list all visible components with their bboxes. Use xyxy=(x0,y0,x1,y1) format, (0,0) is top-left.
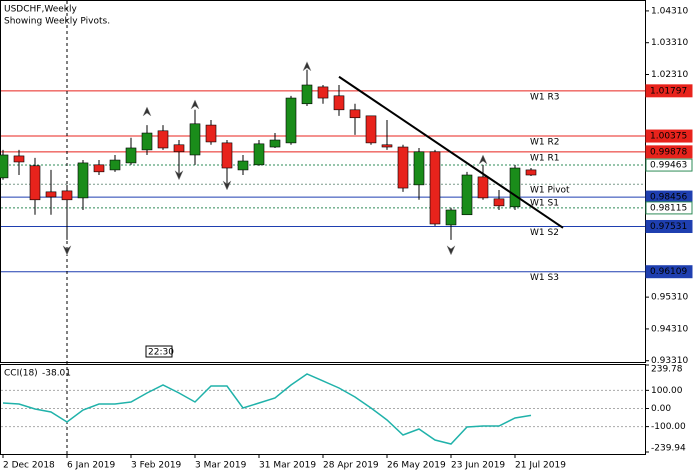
candle-body xyxy=(157,130,169,149)
main-panel xyxy=(0,0,646,363)
time-label: 22:30 xyxy=(148,348,174,358)
candle-body xyxy=(29,165,41,201)
indicator-current: -38.01 xyxy=(42,369,71,379)
candle-body xyxy=(397,146,409,189)
candle-body xyxy=(525,169,537,176)
candle-body xyxy=(109,159,121,171)
fractal-down xyxy=(446,245,456,256)
fractal-up xyxy=(478,154,488,165)
y-tick-label: 1.02310 xyxy=(651,70,688,80)
level-box-label: 0.96109 xyxy=(650,267,687,277)
level-box-label: 0.98456 xyxy=(650,193,687,203)
indicator-tick-label: -100.00 xyxy=(651,422,686,432)
level-name: W1 S1 xyxy=(530,199,559,209)
level-box-label: 1.00375 xyxy=(650,132,687,142)
indicator-tick-label: 100.00 xyxy=(651,386,683,396)
indicator-tick-label: 239.78 xyxy=(651,365,683,375)
level-box-label: 1.01797 xyxy=(650,86,687,96)
x-tick-label: 2 Dec 2018 xyxy=(3,461,55,471)
candle-body xyxy=(445,209,457,226)
chart-subtitle: Showing Weekly Pivots. xyxy=(4,17,110,27)
candle-body xyxy=(285,97,297,144)
plot-layer: 1.04310 1.03310 1.02310 0.95310 0.94310 0.933… xyxy=(0,1,693,471)
level-name: W1 R2 xyxy=(530,138,559,148)
candle-body xyxy=(269,139,281,148)
indicator-name: CCI(18) xyxy=(4,369,38,379)
candle-body xyxy=(221,142,233,169)
fractal-down xyxy=(222,180,232,191)
trendline xyxy=(338,75,564,229)
candle-body xyxy=(77,162,89,199)
x-tick-label: 3 Feb 2019 xyxy=(131,461,182,471)
x-tick-label: 3 Mar 2019 xyxy=(195,461,247,471)
candle-body xyxy=(93,164,105,173)
candle-body xyxy=(509,167,521,208)
fractal-up xyxy=(302,61,312,72)
y-tick-label: 1.03310 xyxy=(651,38,688,48)
candle-body xyxy=(205,124,217,143)
candle-body xyxy=(237,160,249,171)
level-box-label: 0.99878 xyxy=(650,147,687,157)
x-tick-label: 21 Jul 2019 xyxy=(515,461,566,471)
x-tick-label: 28 Apr 2019 xyxy=(323,461,379,471)
y-tick-label: 0.94310 xyxy=(651,324,688,334)
candle-body xyxy=(61,190,73,201)
candle-body xyxy=(125,147,137,164)
chart-title: USDCHF,Weekly xyxy=(4,5,77,15)
candle-body xyxy=(45,191,57,198)
candle-body xyxy=(349,109,361,119)
candle-body xyxy=(429,151,441,225)
candle-body xyxy=(253,143,265,166)
level-name: W1 S2 xyxy=(530,228,559,238)
x-tick-label: 31 Mar 2019 xyxy=(259,461,316,471)
level-box xyxy=(645,129,693,143)
level-name: W1 S3 xyxy=(530,273,559,283)
y-tick-label: 0.95310 xyxy=(651,293,688,303)
fractal-up xyxy=(190,99,200,110)
x-tick-label: 26 May 2019 xyxy=(387,461,446,471)
candle-body xyxy=(493,198,505,207)
level-box xyxy=(645,145,693,159)
candle-body xyxy=(365,115,377,144)
level-name: W1 Pivot xyxy=(530,186,570,196)
candle-body xyxy=(13,155,25,163)
fractal-down xyxy=(174,169,184,181)
y-tick-label: 1.04310 xyxy=(651,6,688,16)
level-box xyxy=(645,84,693,98)
level-box xyxy=(645,219,693,233)
x-tick-label: 6 Jan 2019 xyxy=(67,461,115,471)
indicator-panel xyxy=(0,364,646,455)
level-box-label: 0.99463 xyxy=(650,161,687,171)
candle-body xyxy=(301,84,313,105)
candle-body xyxy=(477,176,489,199)
candle-body xyxy=(317,86,329,99)
indicator-tick-label: -239.94 xyxy=(651,444,686,454)
candle-body xyxy=(413,151,425,186)
candle-body xyxy=(461,174,473,216)
candle-body xyxy=(381,144,393,148)
level-box-label: 0.97531 xyxy=(650,222,687,232)
y-tick-label: 0.93310 xyxy=(651,356,688,366)
level-box-label: 0.98115 xyxy=(650,203,687,213)
level-box xyxy=(645,158,693,172)
fractal-up xyxy=(142,106,152,117)
indicator-line xyxy=(2,373,532,445)
candle-body xyxy=(333,95,345,111)
candle-body xyxy=(173,144,185,153)
time-box xyxy=(145,345,173,358)
level-name: W1 R1 xyxy=(530,153,559,163)
candle-body xyxy=(0,154,9,179)
level-box xyxy=(645,265,693,279)
indicator-tick-label: 0.00 xyxy=(651,404,671,414)
fractal-down xyxy=(62,245,72,256)
candle-body xyxy=(141,132,153,151)
candle-body xyxy=(189,123,201,156)
x-tick-label: 23 Jun 2019 xyxy=(451,461,505,471)
level-box xyxy=(645,201,693,215)
level-name: W1 R3 xyxy=(530,92,559,102)
